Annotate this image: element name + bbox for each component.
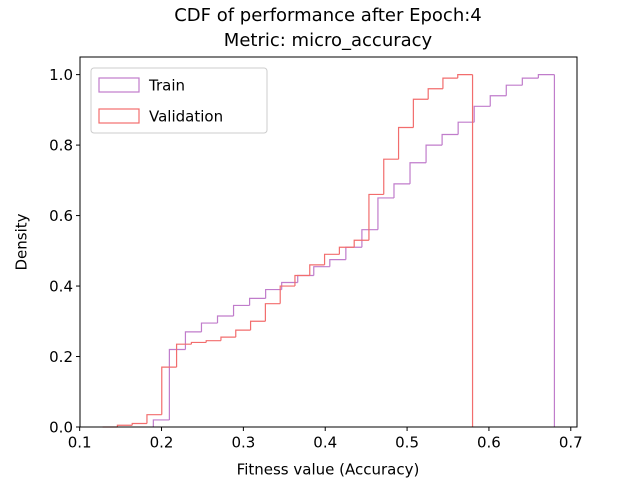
cdf-step [489,95,507,107]
cdf-step [329,259,346,267]
chart-subtitle: Metric: micro_accuracy [224,30,433,51]
x-tick-label: 0.5 [395,434,419,452]
cdf-step [338,246,355,255]
cdf-step [168,348,186,420]
cdf-step [265,288,282,299]
x-axis-label: Fitness value (Accuracy) [237,461,420,479]
cdf-step [361,229,378,248]
cdf-step [235,329,251,338]
legend-box [90,67,268,134]
cdf-step [457,121,475,135]
cdf-step [393,183,411,198]
cdf-step [294,274,310,287]
cdf-step [279,285,295,304]
cdf-step [409,162,427,184]
x-tick-label: 0.3 [231,434,255,452]
y-tick-label: 0.8 [49,137,73,155]
cdf-step [473,105,491,123]
cdf-step [152,419,170,427]
plot-frame [79,56,578,428]
cdf-step [264,303,281,322]
cdf-step [249,320,266,331]
cdf-step [297,274,314,283]
cdf-step [116,424,133,427]
x-tick-label: 0.6 [477,434,501,452]
cdf-step [313,266,330,276]
x-tick-label: 0.7 [559,434,583,452]
y-tick-label: 1.0 [49,66,73,84]
cdf-step [184,331,202,350]
cdf-step [441,133,459,146]
cdf-step [146,414,162,424]
x-tick-label: 0.1 [68,434,92,452]
cdf-step [383,158,399,195]
cdf-step [175,343,192,368]
cdf-step [248,297,266,306]
cdf-step [412,98,429,128]
cdf-step [323,253,340,265]
cdf-step [216,315,234,324]
chart-title: CDF of performance after Epoch:4 [174,5,482,26]
cdf-step [232,304,250,316]
legend-label: Train [148,77,185,95]
y-tick-label: 0.6 [49,207,73,225]
cdf-step [457,74,473,79]
cdf-step [161,366,177,415]
cdf-step [353,239,369,248]
y-axis-label: Density [13,213,31,270]
cdf-step [537,74,555,79]
cdf-step [397,126,414,160]
cdf-step [427,88,443,100]
cdf-step [131,422,147,426]
y-tick-label: 0.0 [49,419,73,437]
cdf-step [345,246,362,260]
cdf-step [309,264,325,276]
cdf-step [220,336,236,341]
cdf-step [190,341,207,345]
cdf-step [377,197,394,230]
cdf-step [200,322,218,332]
cdf-step [425,144,443,163]
y-tick-label: 0.4 [49,278,73,296]
y-tick-label: 0.2 [49,348,73,366]
legend-swatch [98,77,140,93]
cdf-step [281,281,298,290]
cdf-step [442,77,458,89]
legend-label: Validation [149,108,223,126]
cdf-step [521,77,539,86]
cdf-step [205,340,221,343]
x-tick-label: 0.2 [150,434,174,452]
x-tick-label: 0.4 [313,434,337,452]
cdf-step [505,84,523,96]
cdf-step [368,193,384,241]
legend-swatch [98,108,140,124]
